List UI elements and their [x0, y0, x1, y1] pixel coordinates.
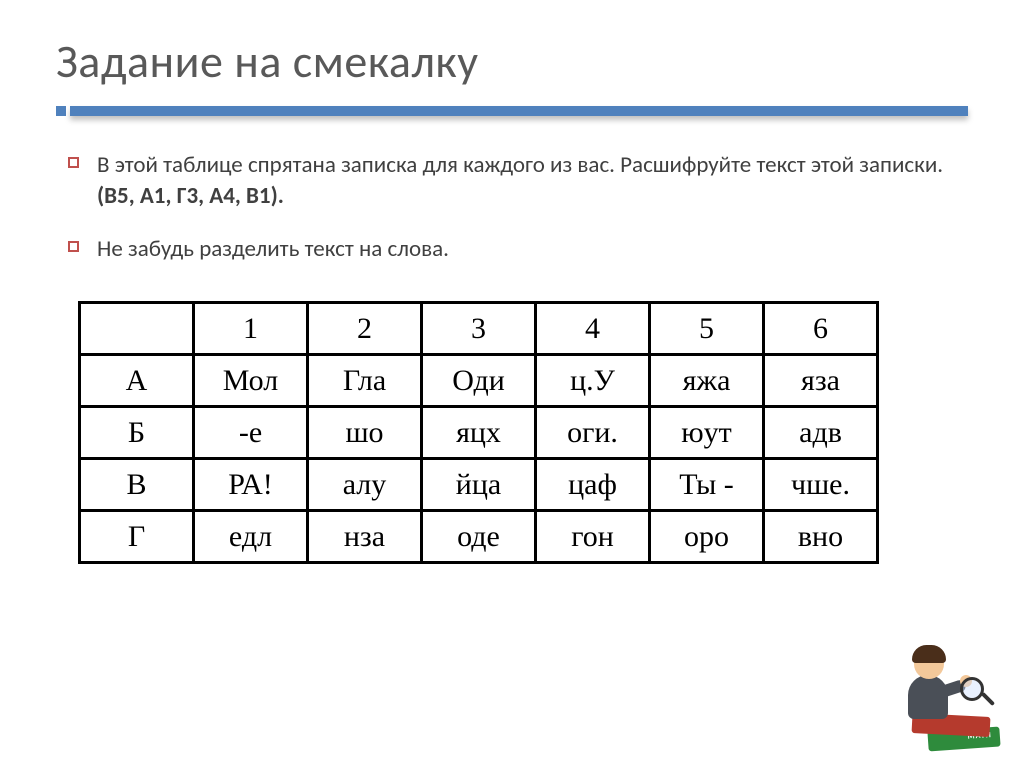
- table-cell: гон: [536, 511, 650, 563]
- bullet-body: е забудь разделить текст на слова.: [111, 235, 449, 263]
- table-cell: Б: [80, 407, 194, 459]
- table-cell: чше.: [764, 459, 878, 511]
- table-header-cell: [80, 303, 194, 355]
- table-cell: адв: [764, 407, 878, 459]
- table-cell: яжа: [650, 355, 764, 407]
- table-cell: шо: [308, 407, 422, 459]
- table-cell: йца: [422, 459, 536, 511]
- table-cell: Г: [80, 511, 194, 563]
- table-header-cell: 5: [650, 303, 764, 355]
- table-header-cell: 4: [536, 303, 650, 355]
- bullet-marker-icon: [68, 241, 79, 252]
- slide: Задание на смекалку В этой таблице спрят…: [0, 0, 1024, 767]
- bullet-prefix: В: [97, 151, 115, 179]
- table-cell: яза: [764, 355, 878, 407]
- table-cell: РА!: [194, 459, 308, 511]
- cipher-table: 1 2 3 4 5 6 А Мол Гла Оди ц.У яжа яза Б …: [78, 301, 879, 564]
- accent-dot: [56, 106, 66, 116]
- bullet-bold: (В5, А1, Г3, А4, В1).: [97, 182, 284, 210]
- table-cell: оги.: [536, 407, 650, 459]
- accent-line: [70, 106, 968, 116]
- bullet-item: В этой таблице спрятана записка для кажд…: [68, 150, 968, 212]
- table-row: Б -е шо яцх оги. юут адв: [80, 407, 878, 459]
- table-cell: А: [80, 355, 194, 407]
- bullet-text: Не забудь разделить текст на слова.: [97, 234, 968, 265]
- table-header-row: 1 2 3 4 5 6: [80, 303, 878, 355]
- table-cell: -е: [194, 407, 308, 459]
- table-cell: цаф: [536, 459, 650, 511]
- table-row: Г едл нза оде гон оро вно: [80, 511, 878, 563]
- magnifier-handle: [981, 692, 995, 706]
- table-cell: оро: [650, 511, 764, 563]
- table-cell: Мол: [194, 355, 308, 407]
- table-header-cell: 3: [422, 303, 536, 355]
- table-cell: вно: [764, 511, 878, 563]
- accent-bar: [56, 106, 968, 116]
- person-icon: [898, 645, 960, 719]
- table-header-cell: 6: [764, 303, 878, 355]
- table-cell: алу: [308, 459, 422, 511]
- clipart-student-icon: [890, 639, 1010, 749]
- bullet-prefix: Н: [97, 235, 111, 263]
- table-cell: В: [80, 459, 194, 511]
- bullet-list: В этой таблице спрятана записка для кажд…: [68, 150, 968, 265]
- table-cell: ц.У: [536, 355, 650, 407]
- table-cell: Оди: [422, 355, 536, 407]
- table-cell: оде: [422, 511, 536, 563]
- magnifier-icon: [960, 677, 990, 707]
- table-cell: юут: [650, 407, 764, 459]
- table-row: В РА! алу йца цаф Ты - чше.: [80, 459, 878, 511]
- page-title: Задание на смекалку: [56, 34, 968, 90]
- bullet-item: Не забудь разделить текст на слова.: [68, 234, 968, 265]
- table-cell: Гла: [308, 355, 422, 407]
- table-cell: едл: [194, 511, 308, 563]
- cipher-table-wrapper: 1 2 3 4 5 6 А Мол Гла Оди ц.У яжа яза Б …: [56, 301, 968, 564]
- bullet-text: В этой таблице спрятана записка для кажд…: [97, 150, 968, 212]
- table-row: А Мол Гла Оди ц.У яжа яза: [80, 355, 878, 407]
- bullet-body: этой таблице спрятана записка для каждог…: [115, 151, 943, 179]
- table-cell: яцх: [422, 407, 536, 459]
- table-cell: нза: [308, 511, 422, 563]
- person-hair: [912, 645, 946, 663]
- table-header-cell: 2: [308, 303, 422, 355]
- table-header-cell: 1: [194, 303, 308, 355]
- bullet-marker-icon: [68, 157, 79, 168]
- magnifier-lens: [960, 677, 984, 701]
- table-cell: Ты -: [650, 459, 764, 511]
